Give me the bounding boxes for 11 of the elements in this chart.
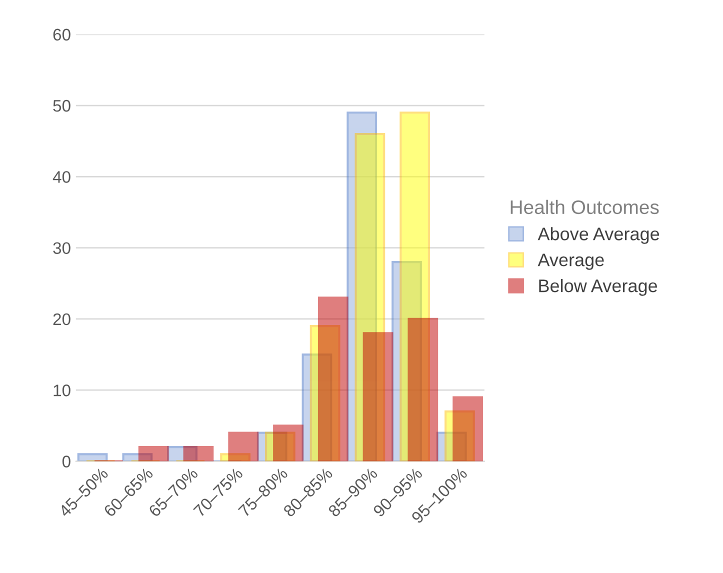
y-tick-label: 20 <box>53 313 70 326</box>
legend-label: Above Average <box>538 227 660 244</box>
legend-label: Below Average <box>539 278 658 296</box>
legend-label: Average <box>538 254 604 270</box>
y-tick-label: 30 <box>53 242 70 254</box>
legend-title: Health Outcomes <box>510 200 659 214</box>
y-tick-label: 50 <box>53 100 70 112</box>
y-tick-label: 40 <box>52 171 70 183</box>
y-tick-label: 0 <box>62 456 70 468</box>
y-tick-label: 10 <box>54 384 70 396</box>
y-tick-label: 60 <box>53 28 70 41</box>
